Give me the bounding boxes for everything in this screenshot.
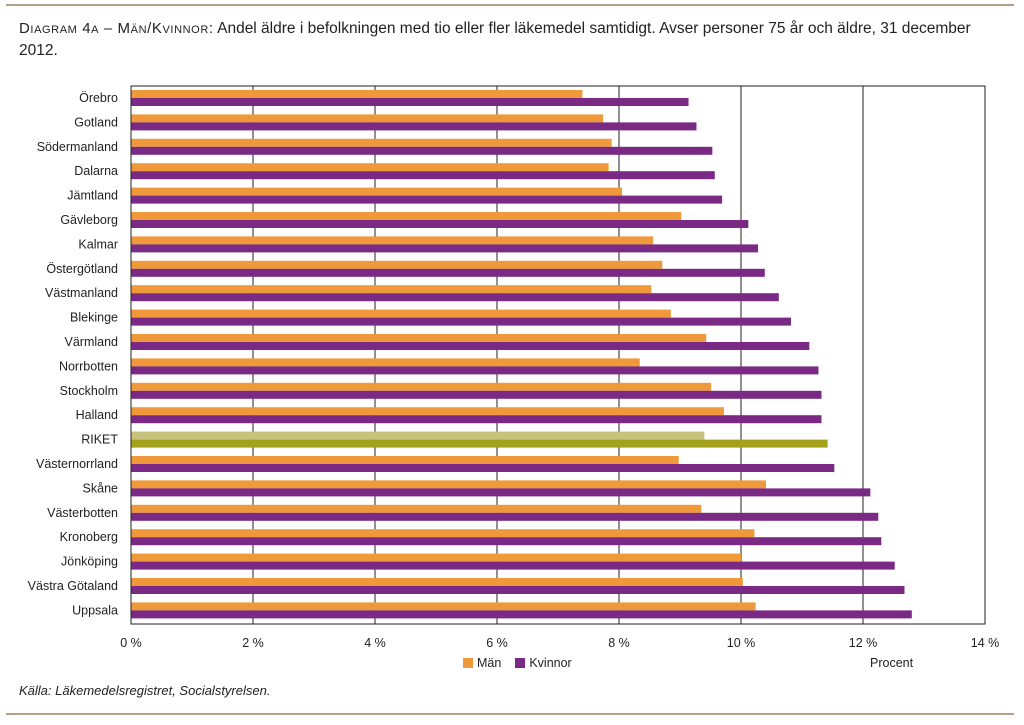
- bar-man-jamtland: [131, 187, 623, 196]
- bar-kvinnor-sodermanland: [131, 146, 713, 155]
- x-tick-label-4: 4 %: [364, 636, 386, 650]
- legend-swatch-man: [463, 658, 473, 668]
- legend-item-kvinnor: Kvinnor: [515, 656, 572, 670]
- bar-kvinnor-halland: [131, 415, 822, 424]
- bar-man-norrbotten: [131, 358, 640, 367]
- bar-kvinnor-stockholm: [131, 390, 822, 399]
- bar-man-uppsala: [131, 602, 756, 611]
- bar-kvinnor-kalmar: [131, 244, 759, 253]
- x-tick-label-0: 0 %: [120, 636, 142, 650]
- category-label-jamtland: Jämtland: [67, 189, 118, 203]
- bar-kvinnor-blekinge: [131, 317, 792, 326]
- category-label-halland: Halland: [76, 408, 118, 422]
- bar-man-riket: [131, 431, 705, 440]
- bar-kvinnor-ostergotland: [131, 268, 765, 277]
- bar-kvinnor-kronoberg: [131, 537, 882, 546]
- top-rule: [6, 4, 1014, 6]
- bar-kvinnor-jonkoping: [131, 561, 895, 570]
- bar-kvinnor-orebro: [131, 98, 689, 106]
- legend-item-man: Män: [463, 656, 501, 670]
- chart-title: Diagram 4a – Män/Kvinnor: Andel äldre i …: [19, 18, 989, 62]
- bar-man-kalmar: [131, 236, 654, 245]
- bar-man-orebro: [131, 90, 583, 98]
- category-label-vastra-gotaland: Västra Götaland: [28, 579, 118, 593]
- bar-kvinnor-vastra-gotaland: [131, 586, 905, 594]
- bar-man-vasternorrland: [131, 456, 679, 464]
- plot-frame: [130, 85, 986, 625]
- bar-man-halland: [131, 407, 724, 416]
- category-label-vastmanland: Västmanland: [45, 286, 118, 300]
- bar-kvinnor-vasternorrland: [131, 464, 835, 472]
- category-label-jonkoping: Jönköping: [61, 555, 118, 569]
- x-tick-label-2: 2 %: [242, 636, 264, 650]
- bar-man-vastra-gotaland: [131, 578, 743, 586]
- bar-man-skane: [131, 480, 767, 489]
- bar-kvinnor-riket: [131, 439, 828, 448]
- x-tick-label-10: 10 %: [727, 636, 756, 650]
- category-label-vasterbotten: Västerbotten: [47, 506, 118, 520]
- bar-man-gavleborg: [131, 212, 682, 220]
- category-label-varmland: Värmland: [65, 335, 119, 349]
- legend-swatch-kvinnor: [515, 658, 526, 668]
- source-note: Källa: Läkemedelsregistret, Socialstyrel…: [19, 683, 271, 698]
- category-label-dalarna: Dalarna: [74, 164, 118, 178]
- bar-man-jonkoping: [131, 553, 741, 562]
- category-label-orebro: Örebro: [79, 91, 118, 105]
- bar-man-gotland: [131, 114, 604, 123]
- bar-kvinnor-varmland: [131, 342, 810, 350]
- bar-kvinnor-vastmanland: [131, 293, 779, 302]
- category-label-gavleborg: Gävleborg: [60, 213, 118, 227]
- bar-kvinnor-gavleborg: [131, 220, 749, 228]
- category-label-uppsala: Uppsala: [72, 603, 118, 617]
- bar-man-vastmanland: [131, 285, 652, 294]
- bar-kvinnor-vasterbotten: [131, 512, 879, 521]
- category-label-kronoberg: Kronoberg: [60, 530, 118, 544]
- chart-title-text: Andel äldre i befolkningen med tio eller…: [19, 20, 971, 59]
- bar-man-blekinge: [131, 309, 671, 318]
- bar-kvinnor-gotland: [131, 122, 697, 131]
- category-label-skane: Skåne: [83, 481, 118, 495]
- x-axis-unit-label: Procent: [870, 656, 914, 670]
- legend: Män Kvinnor: [463, 655, 586, 671]
- bar-kvinnor-jamtland: [131, 195, 723, 204]
- bar-kvinnor-skane: [131, 488, 871, 497]
- x-tick-label-8: 8 %: [608, 636, 630, 650]
- x-tick-label-12: 12 %: [849, 636, 878, 650]
- category-label-ostergotland: Östergötland: [46, 262, 118, 276]
- category-label-stockholm: Stockholm: [60, 384, 118, 398]
- bar-man-kronoberg: [131, 529, 755, 538]
- x-tick-label-6: 6 %: [486, 636, 508, 650]
- category-label-sodermanland: Södermanland: [37, 140, 118, 154]
- chart-title-label: Diagram 4a – Män/Kvinnor:: [19, 20, 214, 37]
- bar-man-stockholm: [131, 382, 712, 391]
- bar-kvinnor-dalarna: [131, 171, 715, 180]
- bar-man-ostergotland: [131, 260, 663, 269]
- bottom-rule: [6, 713, 1014, 715]
- legend-label-man: Män: [477, 656, 502, 670]
- bar-man-sodermanland: [131, 138, 612, 147]
- category-label-norrbotten: Norrbotten: [59, 359, 118, 373]
- bar-man-dalarna: [131, 163, 609, 172]
- bar-man-varmland: [131, 334, 707, 342]
- category-label-riket: RIKET: [81, 433, 118, 447]
- legend-label-kvinnor: Kvinnor: [529, 656, 572, 670]
- category-label-blekinge: Blekinge: [70, 311, 118, 325]
- bar-kvinnor-uppsala: [131, 610, 912, 619]
- bar-kvinnor-norrbotten: [131, 366, 819, 375]
- category-label-kalmar: Kalmar: [78, 237, 118, 251]
- category-label-vasternorrland: Västernorrland: [36, 457, 118, 471]
- category-label-gotland: Gotland: [74, 115, 118, 129]
- x-tick-label-14: 14 %: [971, 636, 1000, 650]
- bar-man-vasterbotten: [131, 504, 702, 513]
